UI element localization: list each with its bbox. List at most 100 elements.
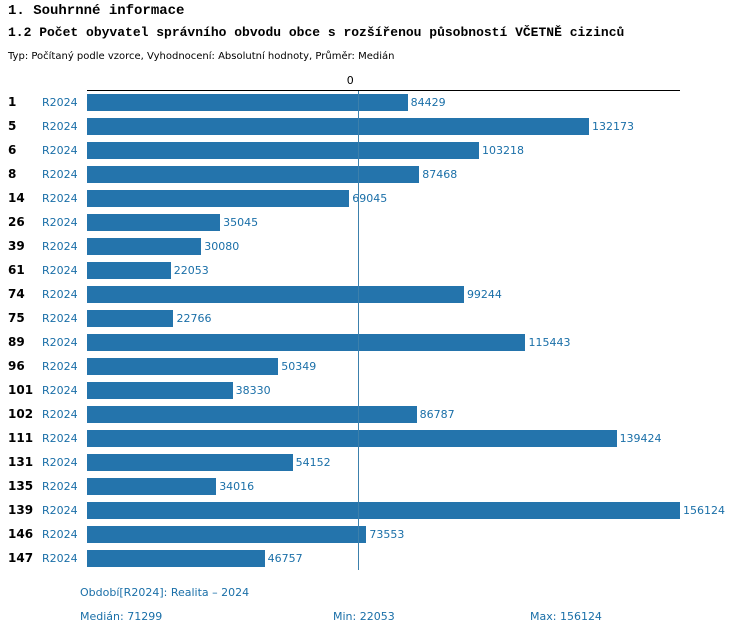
value-bar xyxy=(87,213,221,231)
row-series-label: R2024 xyxy=(42,383,78,397)
value-bar xyxy=(87,93,408,111)
row-series-label: R2024 xyxy=(42,479,78,493)
value-bar xyxy=(87,525,367,543)
bar-area: 22766 xyxy=(87,306,680,330)
chart-row: 75 R2024 22766 xyxy=(0,306,750,330)
chart-row: 6 R2024 103218 xyxy=(0,138,750,162)
row-series-label: R2024 xyxy=(42,503,78,517)
bar-value-label: 86787 xyxy=(419,407,455,421)
chart-row: 89 R2024 115443 xyxy=(0,330,750,354)
value-bar xyxy=(87,429,617,447)
chart-subtitle: 1.2 Počet obyvatel správního obvodu obce… xyxy=(8,25,625,40)
row-category-label: 147 xyxy=(8,551,34,565)
bar-value-label: 73553 xyxy=(369,527,405,541)
row-category-label: 101 xyxy=(8,383,34,397)
chart-row: 39 R2024 30080 xyxy=(0,234,750,258)
chart-row: 96 R2024 50349 xyxy=(0,354,750,378)
row-category-label: 89 xyxy=(8,335,25,349)
bar-value-label: 84429 xyxy=(410,95,446,109)
bar-area: 87468 xyxy=(87,162,680,186)
value-bar xyxy=(87,501,680,519)
chart-row: 101 R2024 38330 xyxy=(0,378,750,402)
bar-area: 99244 xyxy=(87,282,680,306)
value-bar xyxy=(87,357,279,375)
chart-row: 74 R2024 99244 xyxy=(0,282,750,306)
bar-area: 103218 xyxy=(87,138,680,162)
value-bar xyxy=(87,549,265,567)
bar-area: 30080 xyxy=(87,234,680,258)
value-bar xyxy=(87,453,293,471)
bar-value-label: 22053 xyxy=(173,263,209,277)
row-series-label: R2024 xyxy=(42,95,78,109)
chart-rows: 1 R2024 84429 5 R2024 132173 6 R2024 103218 8 R202… xyxy=(0,90,750,570)
value-bar xyxy=(87,165,420,183)
footer-max-label: Max: 156124 xyxy=(530,610,602,623)
row-series-label: R2024 xyxy=(42,527,78,541)
row-series-label: R2024 xyxy=(42,167,78,181)
bar-area: 50349 xyxy=(87,354,680,378)
chart-row: 146 R2024 73553 xyxy=(0,522,750,546)
row-category-label: 102 xyxy=(8,407,34,421)
row-series-label: R2024 xyxy=(42,287,78,301)
chart-row: 8 R2024 87468 xyxy=(0,162,750,186)
bar-value-label: 30080 xyxy=(204,239,240,253)
row-category-label: 111 xyxy=(8,431,34,445)
value-bar xyxy=(87,333,526,351)
chart-row: 26 R2024 35045 xyxy=(0,210,750,234)
chart-row: 5 R2024 132173 xyxy=(0,114,750,138)
row-category-label: 39 xyxy=(8,239,25,253)
row-series-label: R2024 xyxy=(42,311,78,325)
chart-row: 111 R2024 139424 xyxy=(0,426,750,450)
bar-value-label: 54152 xyxy=(295,455,331,469)
bar-area: 132173 xyxy=(87,114,680,138)
row-series-label: R2024 xyxy=(42,239,78,253)
row-series-label: R2024 xyxy=(42,335,78,349)
value-bar xyxy=(87,189,350,207)
bar-value-label: 103218 xyxy=(482,143,525,157)
bar-value-label: 38330 xyxy=(235,383,271,397)
row-series-label: R2024 xyxy=(42,407,78,421)
bar-area: 139424 xyxy=(87,426,680,450)
row-category-label: 139 xyxy=(8,503,34,517)
chart-row: 14 R2024 69045 xyxy=(0,186,750,210)
row-category-label: 5 xyxy=(8,119,17,133)
chart-row: 102 R2024 86787 xyxy=(0,402,750,426)
value-bar xyxy=(87,477,217,495)
chart-meta-info: Typ: Počítaný podle vzorce, Vyhodnocení:… xyxy=(8,51,395,62)
bar-value-label: 87468 xyxy=(422,167,458,181)
row-category-label: 74 xyxy=(8,287,25,301)
row-category-label: 96 xyxy=(8,359,25,373)
row-series-label: R2024 xyxy=(42,551,78,565)
footer-period-label: Období[R2024]: Realita – 2024 xyxy=(80,586,250,599)
bar-area: 46757 xyxy=(87,546,680,570)
bar-area: 69045 xyxy=(87,186,680,210)
bar-value-label: 115443 xyxy=(528,335,571,349)
row-series-label: R2024 xyxy=(42,431,78,445)
row-category-label: 1 xyxy=(8,95,17,109)
chart-row: 61 R2024 22053 xyxy=(0,258,750,282)
row-category-label: 135 xyxy=(8,479,34,493)
row-category-label: 75 xyxy=(8,311,25,325)
row-series-label: R2024 xyxy=(42,263,78,277)
row-category-label: 8 xyxy=(8,167,17,181)
bar-value-label: 22766 xyxy=(176,311,212,325)
chart-row: 135 R2024 34016 xyxy=(0,474,750,498)
bar-value-label: 34016 xyxy=(219,479,255,493)
footer-median-label: Medián: 71299 xyxy=(80,610,163,623)
bar-area: 86787 xyxy=(87,402,680,426)
bar-area: 38330 xyxy=(87,378,680,402)
value-bar xyxy=(87,309,174,327)
row-series-label: R2024 xyxy=(42,359,78,373)
value-bar xyxy=(87,117,590,135)
value-bar xyxy=(87,261,171,279)
bar-value-label: 50349 xyxy=(281,359,317,373)
bar-value-label: 99244 xyxy=(466,287,502,301)
row-category-label: 26 xyxy=(8,215,25,229)
chart-row: 147 R2024 46757 xyxy=(0,546,750,570)
row-series-label: R2024 xyxy=(42,215,78,229)
bar-area: 22053 xyxy=(87,258,680,282)
bar-area: 115443 xyxy=(87,330,680,354)
axis-zero-label: 0 xyxy=(346,74,354,87)
bar-area: 156124 xyxy=(87,498,725,522)
row-category-label: 6 xyxy=(8,143,17,157)
